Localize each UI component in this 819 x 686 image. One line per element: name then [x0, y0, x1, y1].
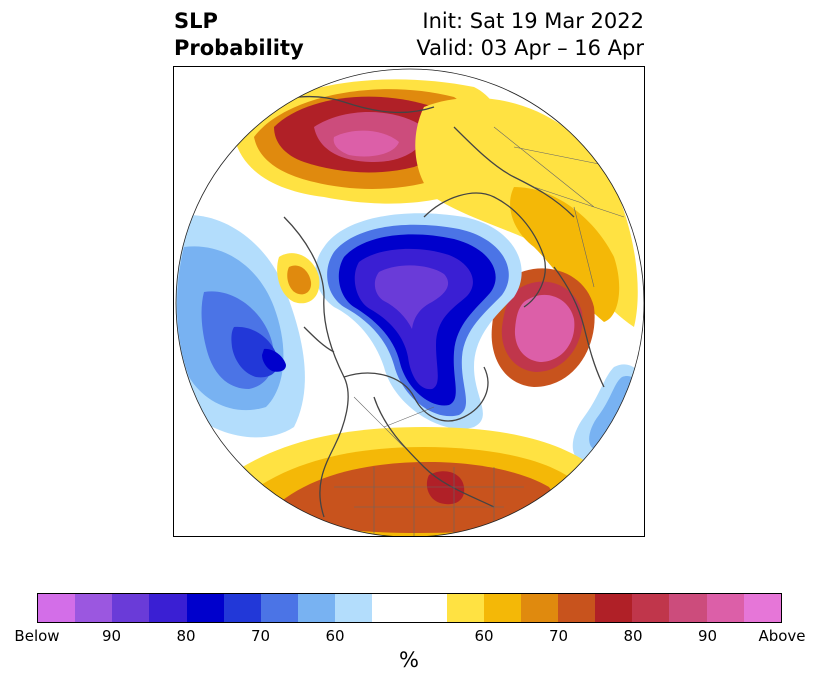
- colorbar-segment: [149, 594, 187, 622]
- colorbar-tick-label: 90: [697, 627, 718, 645]
- colorbar-segment: [38, 594, 76, 622]
- colorbar-segment: [75, 594, 113, 622]
- colorbar-segment: [557, 594, 596, 622]
- colorbar-segment: [297, 594, 336, 622]
- colorbar-segment: [260, 594, 298, 622]
- colorbar-tick-label: 80: [623, 627, 643, 645]
- colorbar-tick-label: 70: [250, 627, 271, 645]
- colorbar-tick-label: 90: [101, 627, 122, 645]
- title-valid: Valid: 03 Apr – 16 Apr: [416, 36, 644, 60]
- border-icon: [334, 126, 625, 536]
- colorbar-segment: [706, 594, 744, 622]
- probability-map: [175, 68, 644, 536]
- colorbar-segment: [483, 594, 521, 622]
- colorbar-segment: [409, 594, 447, 622]
- colorbar-unit: %: [399, 648, 419, 672]
- colorbar-segment: [186, 594, 224, 622]
- title-left: SLP Probability: [174, 8, 304, 62]
- title-variable: SLP: [174, 9, 218, 33]
- title-type: Probability: [174, 36, 304, 60]
- colorbar-tick-label: 70: [548, 627, 569, 645]
- colorbar: [37, 593, 782, 623]
- colorbar-tick-label: 80: [176, 627, 196, 645]
- colorbar-tick-label: Above: [758, 627, 806, 645]
- map-panel: [173, 66, 645, 537]
- colorbar-segment: [223, 594, 261, 622]
- title-init: Init: Sat 19 Mar 2022: [422, 9, 644, 33]
- colorbar-tick-label: Below: [14, 627, 60, 645]
- colorbar-segment: [743, 594, 781, 622]
- title-right: Init: Sat 19 Mar 2022 Valid: 03 Apr – 16…: [416, 8, 644, 62]
- coastline-icon: [253, 95, 605, 518]
- colorbar-segment: [335, 594, 373, 622]
- colorbar-segment: [669, 594, 707, 622]
- map-field: [176, 69, 644, 536]
- colorbar-tick-label: 60: [325, 627, 345, 645]
- colorbar-segment: [446, 594, 484, 622]
- colorbar-segment: [372, 594, 410, 622]
- colorbar-segment: [112, 594, 150, 622]
- colorbar-segment: [520, 594, 558, 622]
- colorbar-segment: [595, 594, 633, 622]
- colorbar-tick-label: 60: [474, 627, 494, 645]
- colorbar-segment: [632, 594, 670, 622]
